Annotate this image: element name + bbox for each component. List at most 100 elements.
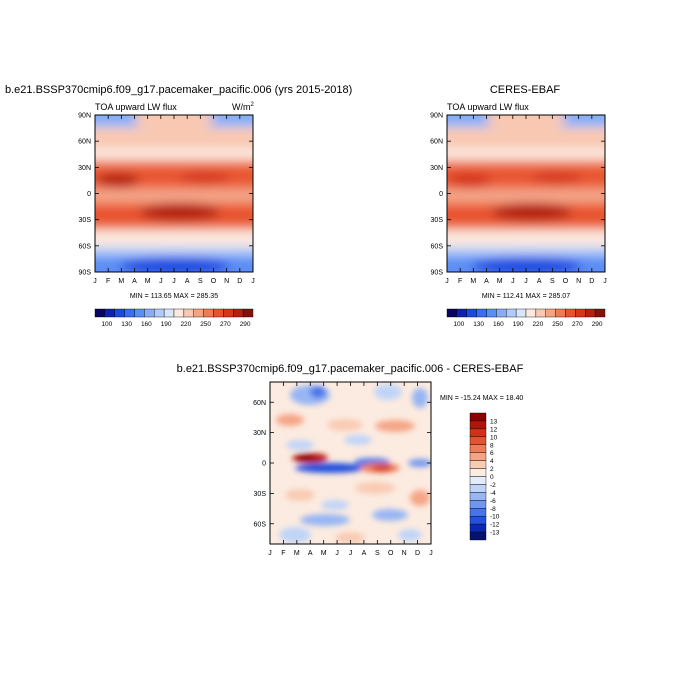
stats-label: MIN = 112.41 MAX = 285.07: [482, 293, 570, 300]
colorbar-label: 6: [490, 450, 494, 457]
y-tick-label: 60S: [254, 521, 267, 528]
x-tick-label: J: [251, 278, 255, 285]
colorbar-swatch: [486, 308, 497, 318]
colorbar-swatch: [469, 452, 487, 461]
colorbar-swatch: [144, 308, 155, 318]
stats-label: MIN = 113.65 MAX = 285.35: [130, 293, 218, 300]
colorbar-swatch: [555, 308, 566, 318]
y-tick-label: 90N: [430, 113, 443, 120]
colorbar-label: 250: [552, 321, 563, 328]
x-tick-label: D: [237, 278, 242, 285]
colorbar-swatch: [515, 308, 527, 318]
panel-title: CERES-EBAF: [490, 84, 561, 96]
colorbar-label: 270: [220, 321, 231, 328]
x-tick-label: J: [511, 278, 515, 285]
colorbar-label: 190: [161, 321, 172, 328]
colorbar-swatch: [233, 308, 244, 318]
colorbar-swatch: [114, 308, 125, 318]
x-tick-label: J: [93, 278, 97, 285]
colorbar-swatch: [469, 444, 487, 453]
colorbar-swatch: [469, 468, 487, 477]
colorbar-label: 190: [513, 321, 524, 328]
colorbar-swatch: [446, 308, 458, 318]
x-tick-label: F: [458, 278, 462, 285]
colorbar-label: 0: [490, 474, 494, 481]
x-tick-label: J: [159, 278, 163, 285]
y-axis: 90N 60N 30N 0 30S 60S 90S: [430, 113, 605, 277]
colorbar-swatch: [469, 492, 487, 501]
colorbar-swatch: [193, 308, 204, 318]
x-tick-label: M: [294, 550, 300, 557]
colorbar-swatch: [565, 308, 576, 318]
y-tick-label: 30S: [79, 217, 92, 224]
x-tick-label: M: [321, 550, 327, 557]
y-tick-label: 0: [262, 461, 266, 468]
colorbar-swatch: [575, 308, 586, 318]
x-tick-label: F: [281, 550, 285, 557]
colorbar-label: -12: [490, 522, 500, 529]
x-tick-label: N: [224, 278, 229, 285]
x-tick-label: S: [198, 278, 203, 285]
x-tick-label: J: [445, 278, 449, 285]
field-map: [95, 115, 253, 272]
colorbar-label: 13: [490, 418, 498, 425]
colorbar-label: 12: [490, 426, 498, 433]
x-tick-label: O: [211, 278, 217, 285]
panel-title: b.e21.BSSP370cmip6.f09_g17.pacemaker_pac…: [5, 84, 352, 96]
x-tick-label: J: [172, 278, 176, 285]
x-tick-label: F: [106, 278, 110, 285]
colorbar-swatch: [535, 308, 546, 318]
colorbar-label: 4: [490, 458, 494, 465]
y-tick-label: 0: [439, 191, 443, 198]
y-tick-label: 60N: [78, 139, 91, 146]
colorbar-swatch: [469, 531, 487, 541]
y-axis: 90N 60N 30N 0 30S 60S 90S: [78, 113, 253, 277]
colorbar-label: 130: [473, 321, 484, 328]
y-axis: 60N 30N 0 30S 60S: [253, 400, 431, 528]
colorbar-label: 8: [490, 442, 494, 449]
x-tick-label: D: [415, 550, 420, 557]
x-tick-label: M: [118, 278, 124, 285]
y-tick-label: 30S: [431, 217, 444, 224]
colorbar-label: 290: [592, 321, 603, 328]
y-tick-label: 60N: [253, 400, 266, 407]
x-tick-label: J: [349, 550, 353, 557]
colorbar-swatch: [496, 308, 507, 318]
y-tick-label: 90S: [431, 270, 444, 277]
panel-subtitle: TOA upward LW flux: [95, 102, 177, 112]
colorbar-label: 290: [240, 321, 251, 328]
colorbar-swatch: [163, 308, 175, 318]
colorbar-swatch: [469, 508, 487, 517]
colorbar-swatch: [469, 420, 487, 430]
x-tick-label: A: [185, 278, 190, 285]
colorbar-swatch: [476, 308, 487, 318]
colorbar-label: 10: [490, 434, 498, 441]
y-tick-label: 90N: [78, 113, 91, 120]
y-tick-label: 30N: [430, 165, 443, 172]
colorbar-swatch: [506, 308, 517, 318]
x-tick-label: J: [268, 550, 272, 557]
x-tick-label: A: [362, 550, 367, 557]
colorbar-swatch: [223, 308, 234, 318]
colorbar-label: 100: [453, 321, 464, 328]
colorbar-swatch: [466, 308, 477, 318]
colorbar-swatch: [134, 308, 145, 318]
x-tick-label: M: [497, 278, 503, 285]
colorbar-label: 220: [180, 321, 191, 328]
y-tick-label: 30S: [254, 491, 267, 498]
colorbar-label: -13: [490, 530, 500, 537]
x-tick-label: J: [524, 278, 528, 285]
colorbar-label: 160: [493, 321, 504, 328]
x-tick-label: A: [484, 278, 489, 285]
colorbar-label: 130: [121, 321, 132, 328]
x-tick-label: N: [576, 278, 581, 285]
x-tick-label: D: [589, 278, 594, 285]
colorbar-swatch: [594, 308, 606, 318]
panel-difference: b.e21.BSSP370cmip6.f09_g17.pacemaker_pac…: [177, 363, 524, 557]
colorbar-swatch: [469, 476, 487, 485]
y-tick-label: 30N: [253, 430, 266, 437]
colorbar-swatch: [124, 308, 135, 318]
y-tick-label: 90S: [79, 270, 92, 277]
field-map: [270, 382, 431, 544]
